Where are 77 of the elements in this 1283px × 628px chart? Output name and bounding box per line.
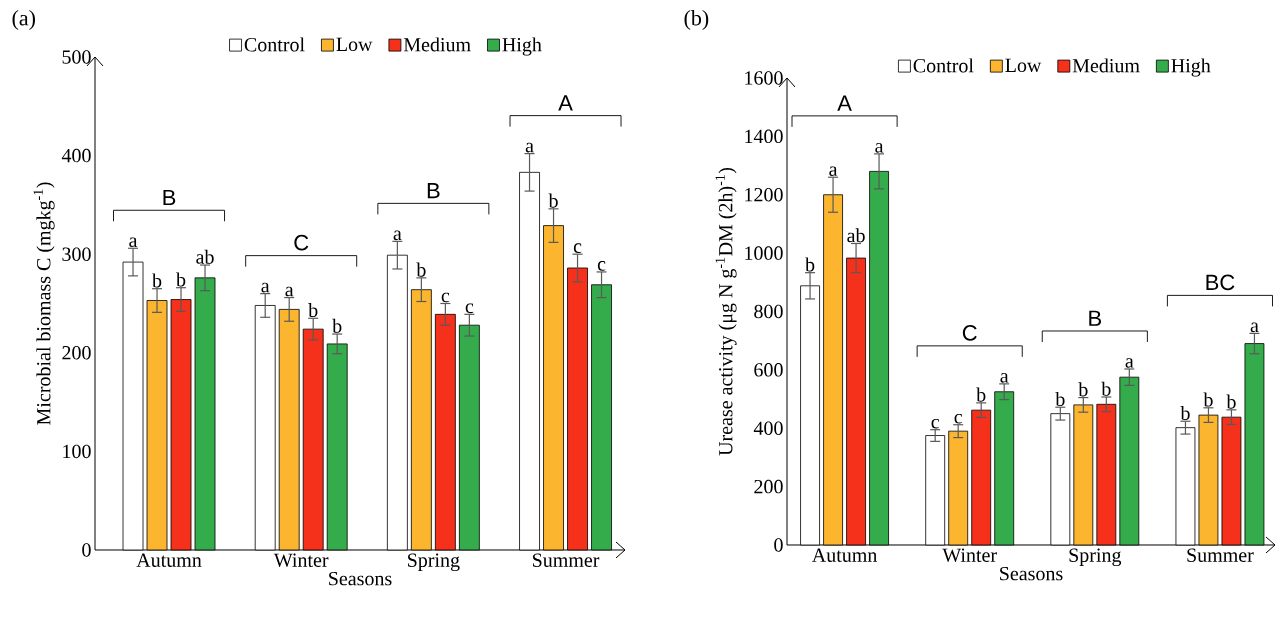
data-label: a <box>1250 322 1259 333</box>
data-label: b <box>1078 382 1088 397</box>
y-tick-label: 0 <box>774 538 783 552</box>
legend-label: Medium <box>1072 58 1140 73</box>
annotation: B <box>427 183 440 199</box>
x-axis-title: Seasons <box>329 571 392 586</box>
legend-label: Control <box>244 37 305 52</box>
legend-label: Medium <box>403 37 471 52</box>
x-tick-label: Autumn <box>136 553 202 567</box>
y-tick-label: 1600 <box>745 71 783 85</box>
y-tick-label: 800 <box>754 304 783 319</box>
legend-label: High <box>1171 58 1211 77</box>
annotation: BC <box>1206 274 1235 291</box>
legend-label: Control <box>913 58 974 73</box>
x-tick-label: Winter <box>942 548 997 563</box>
x-tick-label: Spring <box>408 553 460 572</box>
x-tick-label: Summer <box>1187 548 1254 562</box>
annotation: A <box>837 95 852 111</box>
data-label: b <box>152 273 162 288</box>
data-label: b <box>1101 381 1111 396</box>
data-label: c <box>573 243 582 253</box>
data-label: a <box>1125 358 1134 368</box>
annotation: C <box>962 325 977 341</box>
legend-label: Low <box>336 37 373 52</box>
chart-title: (b) <box>684 10 709 30</box>
data-label: b <box>1203 392 1213 407</box>
y-tick-label: 1400 <box>745 129 783 144</box>
data-label: a <box>875 143 884 153</box>
y-tick-label: 400 <box>61 148 91 163</box>
data-label: a <box>1000 373 1009 383</box>
y-axis-title: Urease activity (μg N g$^{-1}$DM (2h)$^{-1}$) <box>715 167 737 456</box>
data-label: a <box>129 237 138 248</box>
y-tick-label: 100 <box>63 444 91 459</box>
y-tick-label: 1200 <box>745 187 783 202</box>
y-tick-label: 600 <box>754 363 783 377</box>
y-axis-title: Microbial biomass C (mgkg$^{-1}$) <box>33 182 55 425</box>
x-tick-label: Spring <box>1069 548 1122 567</box>
x-axis-title: Seasons <box>1000 566 1063 581</box>
data-label: b <box>548 193 558 208</box>
data-label: c <box>465 303 474 314</box>
data-label: ab <box>847 228 865 243</box>
data-label: c <box>597 261 606 271</box>
data-label: c <box>931 418 940 429</box>
y-tick-label: 300 <box>62 247 91 261</box>
data-label: b <box>1055 391 1065 407</box>
data-label: c <box>441 292 450 303</box>
y-tick-label: 1000 <box>745 246 783 260</box>
data-label: a <box>393 230 402 241</box>
y-tick-label: 200 <box>62 346 91 360</box>
data-label: b <box>1180 405 1190 421</box>
x-tick-label: Autumn <box>811 548 878 562</box>
data-label: a <box>525 142 534 153</box>
data-label: a <box>829 166 838 177</box>
y-tick-label: 0 <box>82 543 91 557</box>
data-label: b <box>805 257 815 272</box>
legend-label: High <box>502 37 542 56</box>
data-label: b <box>332 318 342 333</box>
legend-label: Low <box>1005 58 1042 73</box>
y-tick-label: 500 <box>62 50 91 64</box>
data-label: ab <box>196 249 214 264</box>
y-tick-label: 400 <box>753 421 783 435</box>
y-tick-label: 200 <box>754 479 783 494</box>
data-label: c <box>954 413 963 424</box>
data-label: b <box>976 387 986 402</box>
chart-title: (a) <box>12 10 35 30</box>
annotation: B <box>1089 310 1101 326</box>
annotation: C <box>294 234 309 251</box>
data-label: a <box>285 286 294 297</box>
data-label: b <box>1226 394 1236 409</box>
data-label: b <box>416 262 426 277</box>
x-tick-label: Summer <box>532 553 600 567</box>
data-label: b <box>176 272 186 287</box>
data-label: a <box>261 282 270 293</box>
annotation: B <box>163 189 176 206</box>
annotation: A <box>558 95 573 111</box>
data-label: b <box>308 303 318 318</box>
x-tick-label: Winter <box>273 553 329 568</box>
